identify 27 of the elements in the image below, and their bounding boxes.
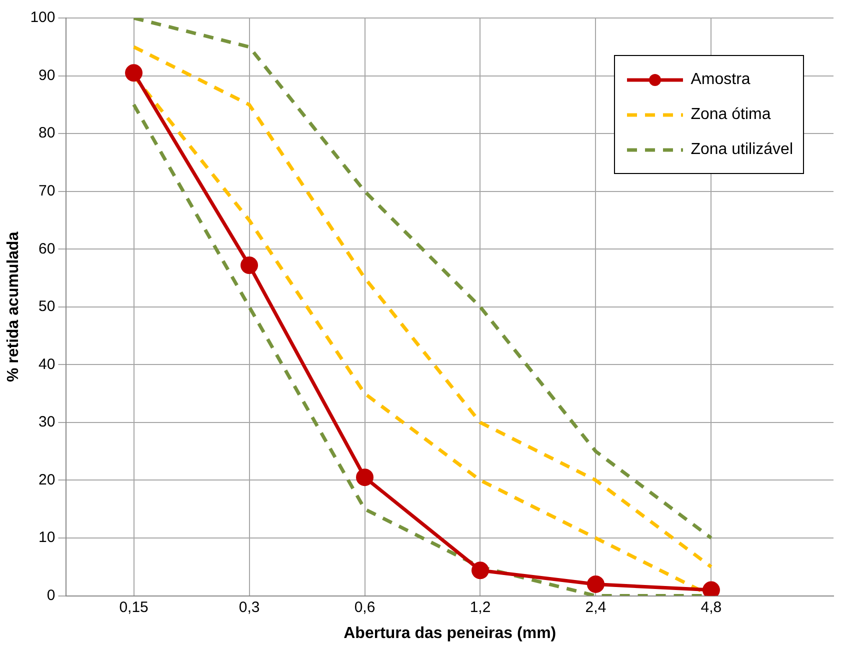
point (586, 575, 604, 593)
x-tick-label: 1,2 (470, 598, 491, 616)
y-tick-label: 60 (38, 240, 56, 258)
y-tick-label: 10 (38, 529, 56, 546)
point (356, 468, 374, 486)
y-tick-label: 80 (38, 124, 56, 142)
legend-label: Amostra (690, 70, 750, 88)
x-tick-label: 2,4 (585, 598, 606, 616)
y-tick-label: 20 (38, 471, 56, 488)
x-axis-title: Abertura das peneiras (mm) (344, 624, 556, 642)
legend-label: Zona utilizável (690, 140, 793, 158)
x-tick-label: 0,15 (119, 598, 148, 616)
point (125, 64, 143, 82)
y-tick-label: 0 (46, 586, 56, 604)
x-tick-label: 0,6 (354, 598, 376, 616)
y-tick-label: 50 (38, 298, 56, 316)
y-tick-label: 100 (30, 9, 56, 26)
y-tick-label: 30 (38, 414, 56, 431)
point (240, 256, 258, 274)
y-axis-title: % retida acumulada (5, 232, 22, 382)
y-tick-label: 40 (38, 356, 56, 373)
x-tick-label: 0,3 (238, 598, 260, 616)
point (471, 562, 489, 580)
y-tick-label: 90 (38, 66, 56, 84)
x-tick-label: 4,8 (700, 598, 722, 616)
legend-label: Zona ótima (690, 106, 771, 124)
y-tick-label: 70 (38, 182, 56, 200)
